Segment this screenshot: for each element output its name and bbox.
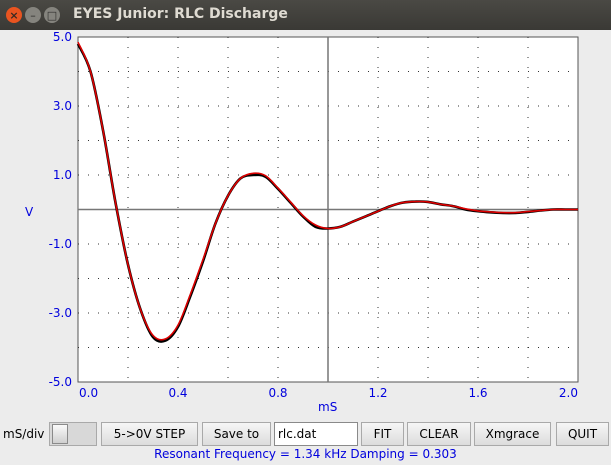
save-to-button[interactable]: Save to	[202, 422, 271, 446]
chart: 5.0 3.0 1.0 -1.0 -3.0 -5.0 0.0 0.4 0.8 1.2 1.6 2.0…	[25, 30, 579, 414]
series-line-fit	[77, 41, 578, 341]
xmgrace-button[interactable]: Xmgrace	[474, 422, 551, 446]
title-bar: × – □ EYES Junior: RLC Discharge	[0, 0, 611, 30]
y-tick-labels: 5.0 3.0 1.0 -1.0 -3.0 -5.0	[49, 30, 72, 389]
x-tick-label: 1.6	[468, 386, 487, 400]
ms-div-slider[interactable]	[49, 422, 97, 446]
x-tick-label: 0.0	[79, 386, 98, 400]
window-title: EYES Junior: RLC Discharge	[73, 6, 288, 22]
filename-input[interactable]: rlc.dat	[274, 422, 358, 446]
center-axes	[78, 37, 578, 382]
status-text: Resonant Frequency = 1.34 kHz Damping = …	[154, 447, 457, 461]
y-tick-label: 1.0	[53, 168, 72, 182]
quit-button[interactable]: QUIT	[556, 422, 609, 446]
series-lines	[76, 41, 578, 343]
y-tick-label: -5.0	[49, 375, 72, 389]
y-tick-label: 3.0	[53, 99, 72, 113]
x-tick-label: 1.2	[368, 386, 387, 400]
x-axis-label: mS	[318, 400, 337, 414]
x-tick-labels: 0.0 0.4 0.8 1.2 1.6 2.0	[79, 386, 578, 400]
fit-button[interactable]: FIT	[361, 422, 404, 446]
x-tick-label: 0.8	[268, 386, 287, 400]
x-tick-label: 0.4	[168, 386, 187, 400]
y-tick-label: 5.0	[53, 30, 72, 44]
slider-handle[interactable]	[52, 424, 68, 444]
step-button[interactable]: 5->0V STEP	[101, 422, 198, 446]
ms-div-label: mS/div	[3, 427, 45, 441]
x-tick-label: 2.0	[559, 386, 578, 400]
y-tick-label: -1.0	[49, 237, 72, 251]
clear-button[interactable]: CLEAR	[407, 422, 471, 446]
close-icon[interactable]: ×	[6, 7, 22, 23]
plot-area: 5.0 3.0 1.0 -1.0 -3.0 -5.0 0.0 0.4 0.8 1.2 1.6 2.0…	[0, 30, 611, 420]
y-axis-label: V	[25, 205, 34, 219]
minimize-icon[interactable]: –	[25, 7, 41, 23]
maximize-icon[interactable]: □	[44, 7, 60, 23]
y-tick-label: -3.0	[49, 306, 72, 320]
